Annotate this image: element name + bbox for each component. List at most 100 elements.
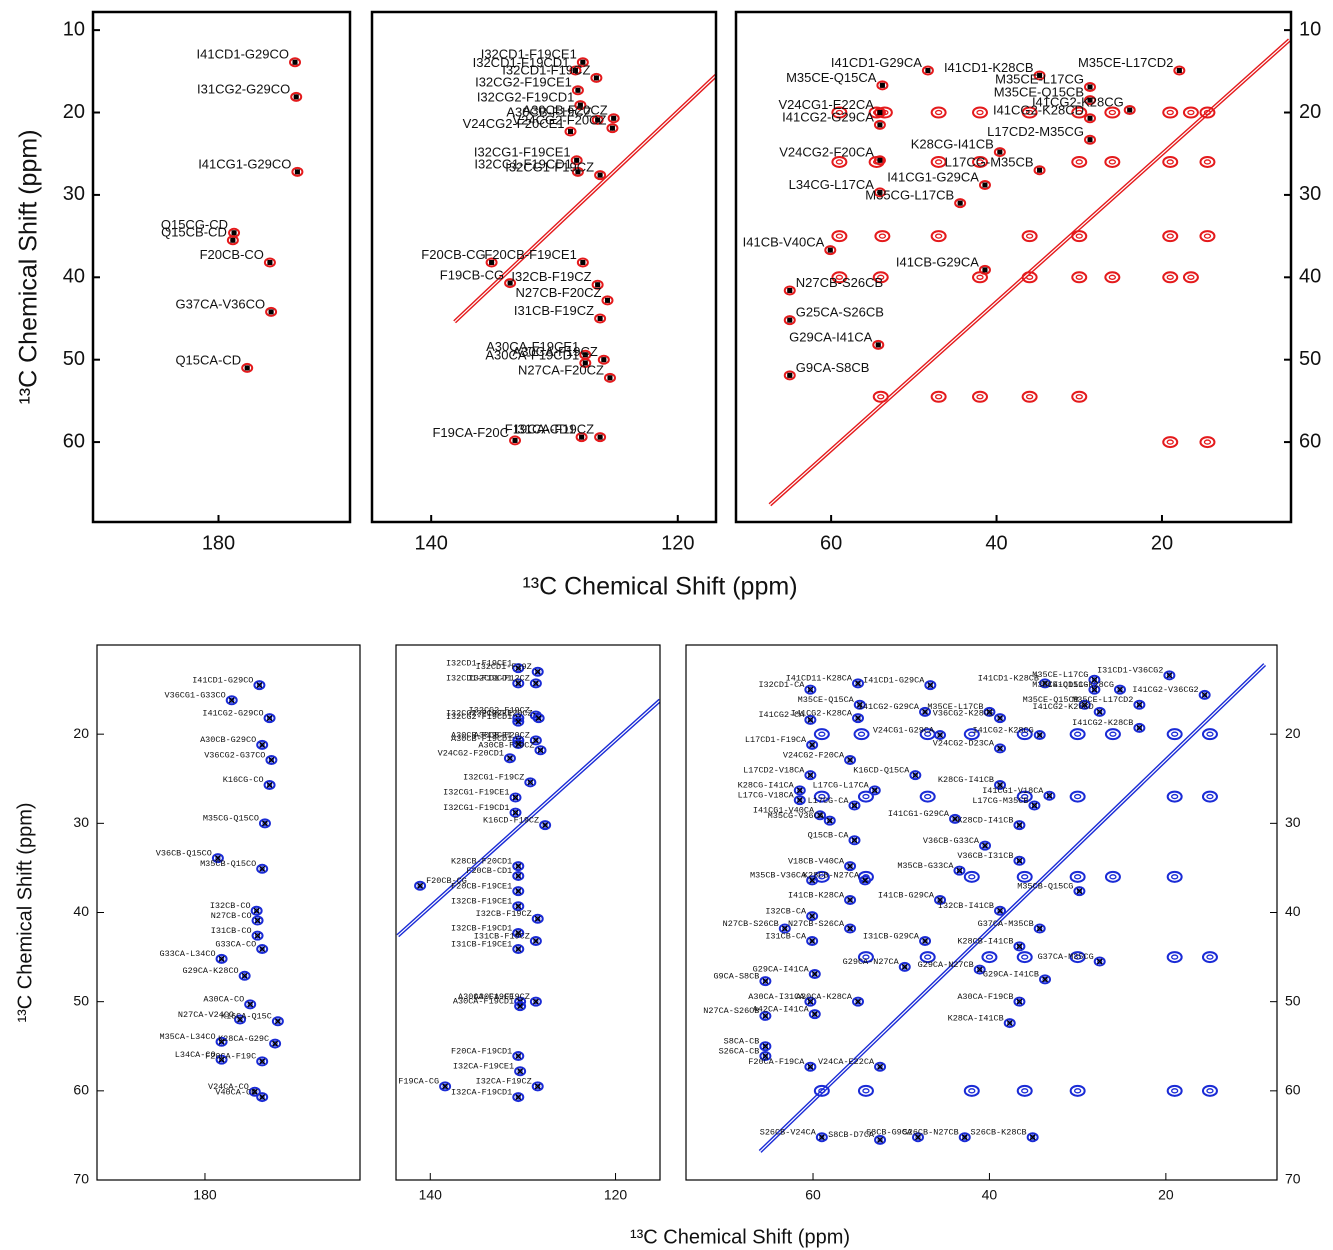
contour: [1199, 436, 1216, 449]
contour-inner: [937, 732, 943, 738]
contour: [256, 739, 269, 750]
contour-inner: [857, 731, 866, 737]
contour: [1033, 165, 1046, 176]
contour-inner: [512, 794, 519, 801]
contour: [1162, 230, 1179, 243]
assignment-marker: [762, 1043, 769, 1050]
y-tick-label: 40: [63, 266, 85, 288]
contour: [824, 245, 837, 256]
assignment-marker: [575, 169, 581, 175]
peak-label: G33CA-CO: [215, 939, 256, 949]
contour-inner: [1203, 233, 1212, 239]
contour-inner: [215, 855, 221, 861]
assignment-marker: [580, 259, 586, 265]
contour: [1088, 684, 1101, 695]
assignment-marker: [982, 182, 988, 188]
x-tick-label: 20: [1151, 532, 1173, 554]
peak-label: A30CB-F19CD1: [451, 734, 512, 744]
contour-inner: [266, 715, 273, 721]
contour: [994, 779, 1007, 790]
contour: [804, 996, 817, 1007]
contour: [759, 1041, 772, 1052]
peak-label: I31CD1-V36CG2: [1097, 666, 1163, 676]
contour: [226, 235, 239, 246]
x-axis-title: ¹³C Chemical Shift (ppm): [630, 1226, 850, 1248]
assignment-marker: [517, 1003, 524, 1010]
assignment-marker: [515, 888, 522, 895]
assignment-marker: [925, 67, 931, 73]
contour: [1166, 728, 1183, 741]
contour: [1113, 684, 1126, 695]
peak-label: I41CB-V40CA: [743, 235, 825, 250]
peak-label: F19CA-CD1: [505, 422, 576, 437]
assignment-marker: [855, 715, 862, 722]
peak-label: N27CB-S26CB: [796, 275, 883, 290]
contour-inner: [1097, 709, 1103, 715]
contour: [512, 928, 525, 939]
contour: [806, 911, 819, 922]
contour-inner: [1166, 672, 1173, 678]
peak-label: I32CG2-F19CZ: [469, 706, 530, 716]
contour: [919, 936, 932, 947]
peak-label: L17CG-L17CA: [813, 781, 870, 791]
assignment-marker: [877, 122, 883, 128]
assignment-marker: [809, 741, 816, 748]
assignment-marker: [601, 357, 607, 363]
contour: [1133, 722, 1146, 733]
assignment-marker: [266, 781, 273, 788]
assignment-marker: [997, 715, 1004, 722]
contour: [1013, 855, 1026, 866]
contour: [919, 951, 936, 964]
contour-inner: [934, 109, 943, 116]
contour-inner: [1091, 686, 1098, 693]
assignment-marker: [259, 1094, 266, 1101]
contour: [603, 372, 616, 383]
contour-inner: [542, 822, 548, 828]
assignment-marker: [1096, 708, 1103, 715]
contour: [1198, 689, 1211, 700]
contour-inner: [1171, 731, 1179, 737]
contour-inner: [976, 274, 984, 280]
y-tick-label: 30: [63, 183, 85, 205]
contour: [844, 861, 857, 872]
y-tick-label: 20: [1285, 725, 1301, 741]
peak-label: I41CG2-K28CG: [1032, 94, 1124, 109]
contour: [919, 790, 936, 803]
assignment-marker: [247, 1001, 254, 1008]
peak-label: I41CG2-G29CA: [858, 702, 920, 712]
assignment-marker: [489, 259, 495, 265]
assignment-marker: [515, 1094, 522, 1101]
y-tick-label: 50: [1285, 992, 1301, 1008]
contour: [793, 785, 806, 796]
contour: [1016, 870, 1033, 883]
contour: [958, 1132, 971, 1143]
peak-label: V24CG2-F20CA: [779, 145, 874, 160]
peak-label: V24CA-CO: [208, 1082, 249, 1092]
peak-label: M35CA-L34CO: [159, 1032, 215, 1042]
contour-inner: [1166, 274, 1174, 280]
assignment-marker: [532, 998, 539, 1005]
contour: [607, 113, 620, 124]
assignment-marker: [957, 200, 963, 206]
assignment-marker: [214, 855, 221, 862]
assignment-marker: [937, 732, 944, 739]
peak-label: F19CB-CG: [440, 268, 504, 283]
contour-inner: [1203, 109, 1212, 116]
contour: [924, 680, 937, 691]
assignment-marker: [1087, 137, 1093, 143]
peak-label: M35CB-V36CA: [750, 871, 807, 881]
contour-inner: [537, 747, 544, 753]
assignment-marker: [787, 287, 793, 293]
contour-inner: [1031, 802, 1038, 809]
peak-label: V36CB-I31CB: [957, 851, 1013, 861]
peak-label: L17CG-M35CB: [972, 796, 1028, 806]
assignment-marker: [901, 963, 908, 970]
y-tick-label: 70: [73, 1171, 89, 1187]
contour-inner: [1037, 732, 1043, 738]
contour-inner: [797, 787, 803, 793]
contour: [949, 813, 962, 824]
contour-inner: [877, 274, 885, 280]
contour: [806, 936, 819, 947]
contour-inner: [1021, 954, 1029, 960]
contour-inner: [515, 930, 521, 936]
